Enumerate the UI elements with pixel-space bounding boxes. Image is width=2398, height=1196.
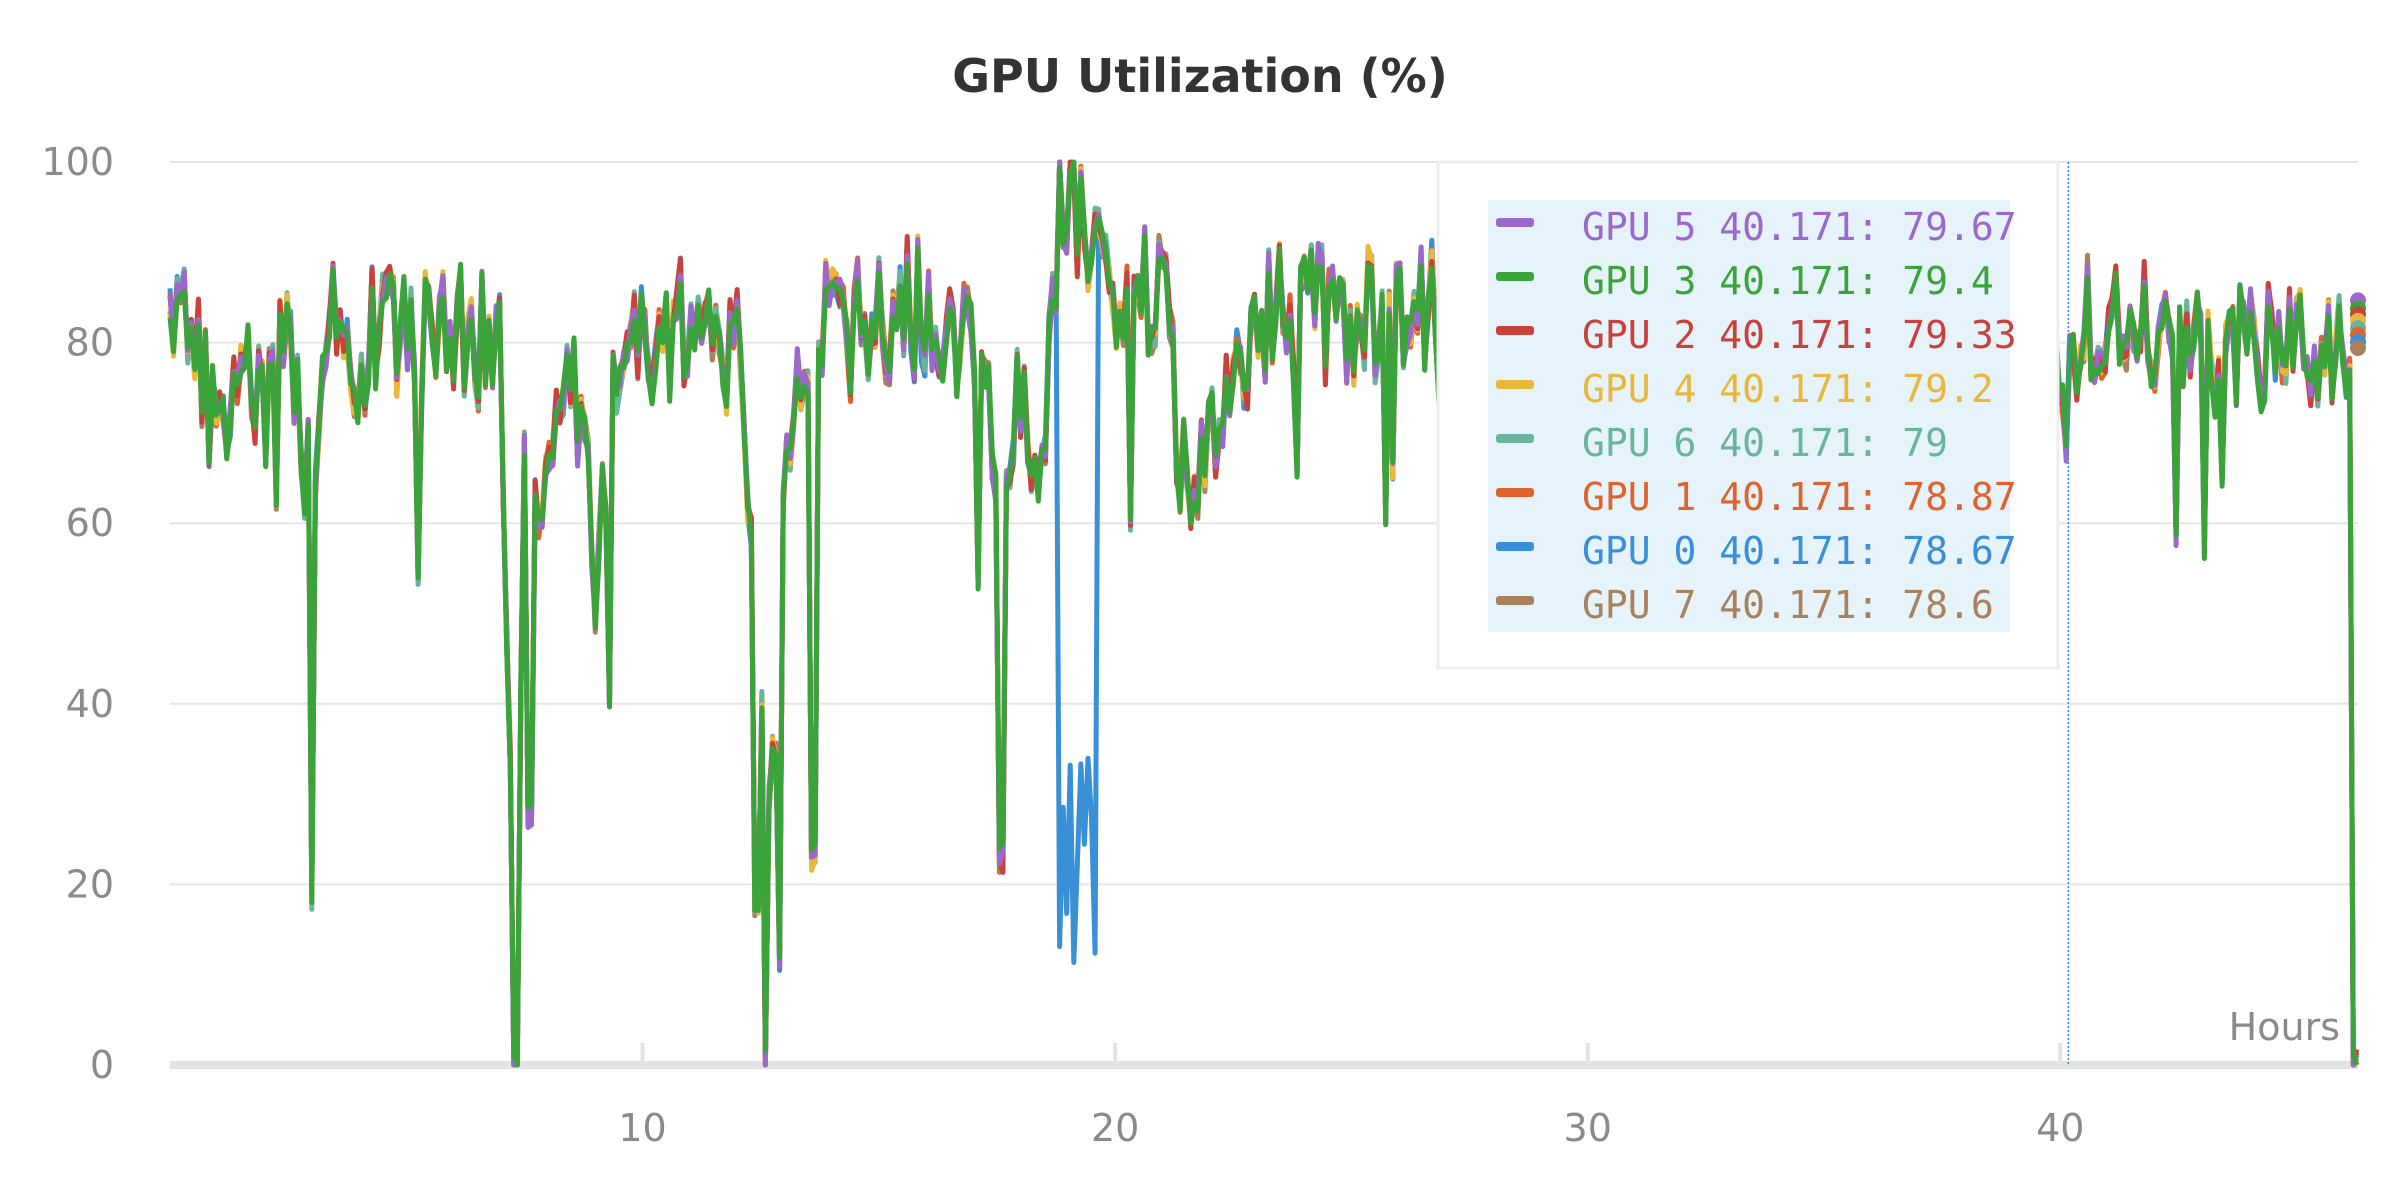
legend-entry: GPU 6 40.171: 79 bbox=[1582, 421, 1948, 465]
y-axis-ticks: 0 20 40 60 80 100 bbox=[41, 140, 114, 1087]
hover-end-markers bbox=[2350, 292, 2366, 357]
x-axis-ticks: 10 20 30 40 bbox=[618, 1043, 2084, 1150]
legend-highlight bbox=[1488, 200, 2010, 632]
x-axis-label: Hours bbox=[2229, 1005, 2340, 1049]
y-tick-label: 100 bbox=[41, 140, 114, 184]
legend-swatch bbox=[1496, 272, 1534, 281]
legend-swatch bbox=[1496, 434, 1534, 443]
y-tick-label: 40 bbox=[66, 682, 114, 726]
legend-entry: GPU 5 40.171: 79.67 bbox=[1582, 205, 2017, 249]
legend-swatch bbox=[1496, 542, 1534, 551]
legend-swatch bbox=[1496, 596, 1534, 605]
y-tick-label: 20 bbox=[66, 862, 114, 906]
legend-entry: GPU 3 40.171: 79.4 bbox=[1582, 259, 1994, 303]
x-axis-baseline bbox=[170, 1061, 2358, 1069]
x-tick-label: 30 bbox=[1564, 1106, 1612, 1150]
y-tick-label: 0 bbox=[90, 1043, 114, 1087]
legend-swatch bbox=[1496, 380, 1534, 389]
legend-swatch bbox=[1496, 218, 1534, 227]
x-tick-label: 10 bbox=[618, 1106, 666, 1150]
legend-swatch bbox=[1496, 488, 1534, 497]
chart-title: GPU Utilization (%) bbox=[952, 49, 1448, 103]
legend-entry: GPU 1 40.171: 78.87 bbox=[1582, 475, 2017, 519]
y-tick-label: 60 bbox=[66, 501, 114, 545]
x-tick-label: 20 bbox=[1091, 1106, 1139, 1150]
legend-entry: GPU 4 40.171: 79.2 bbox=[1582, 367, 1994, 411]
legend-entry: GPU 7 40.171: 78.6 bbox=[1582, 583, 1994, 627]
legend-entry: GPU 0 40.171: 78.67 bbox=[1582, 529, 2017, 573]
x-tick-label: 40 bbox=[2036, 1106, 2084, 1150]
legend-entry: GPU 2 40.171: 79.33 bbox=[1582, 313, 2017, 357]
legend-swatch bbox=[1496, 326, 1534, 335]
hover-legend: GPU 5 40.171: 79.67 GPU 3 40.171: 79.4 GPU… bbox=[1436, 160, 2060, 670]
end-marker bbox=[2350, 340, 2366, 357]
y-tick-label: 80 bbox=[66, 321, 114, 365]
